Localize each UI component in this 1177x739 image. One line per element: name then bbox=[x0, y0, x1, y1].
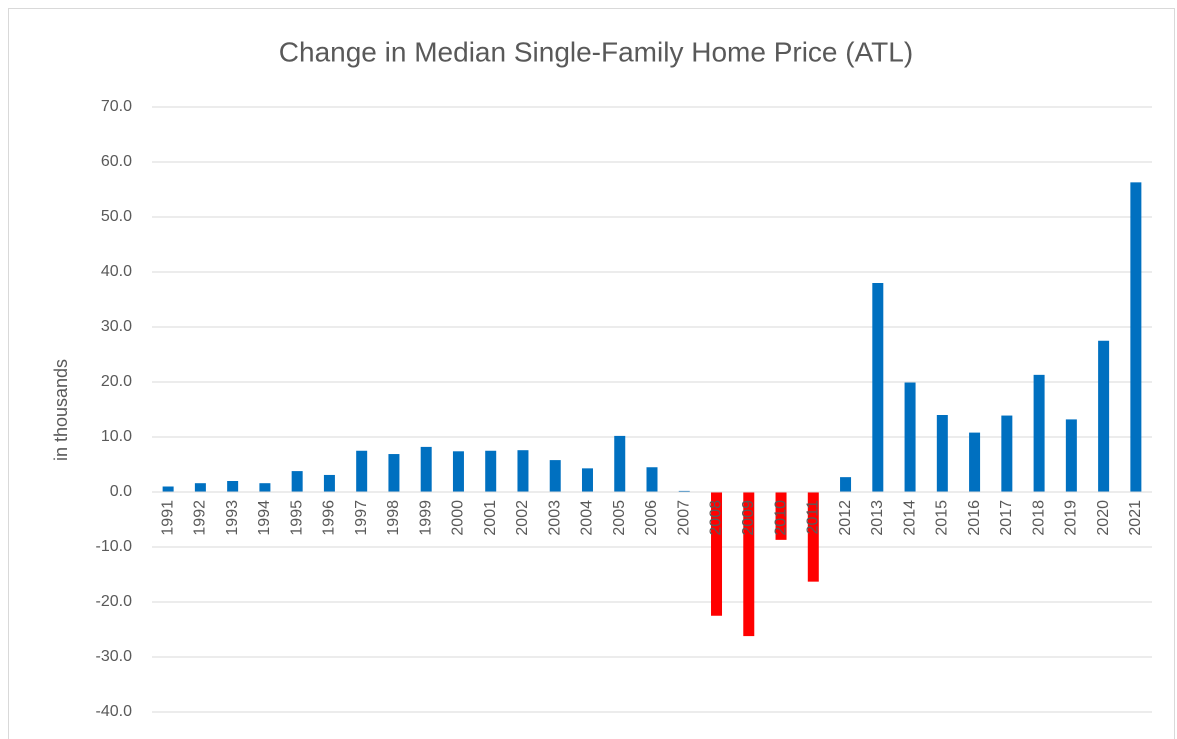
bar bbox=[969, 432, 981, 492]
bar bbox=[452, 451, 464, 492]
x-tick-label: 1998 bbox=[385, 500, 402, 536]
bar bbox=[517, 450, 529, 492]
y-tick-label: -30.0 bbox=[96, 648, 133, 665]
x-tick-label: 2016 bbox=[966, 500, 983, 536]
bar bbox=[743, 492, 755, 637]
chart-title: Change in Median Single-Family Home Pric… bbox=[279, 36, 913, 67]
x-tick-label: 2019 bbox=[1063, 500, 1080, 536]
x-tick-label: 2018 bbox=[1030, 500, 1047, 536]
y-tick-label: 70.0 bbox=[101, 98, 132, 115]
bar bbox=[1033, 374, 1045, 492]
y-axis-label: in thousands bbox=[51, 359, 71, 461]
bar bbox=[1130, 182, 1142, 492]
x-tick-label: 2013 bbox=[869, 500, 886, 536]
x-tick-label: 2006 bbox=[643, 500, 660, 536]
x-tick-label: 2005 bbox=[611, 500, 628, 536]
bar bbox=[549, 460, 561, 492]
x-tick-label: 1996 bbox=[321, 500, 338, 536]
bar bbox=[388, 454, 400, 492]
chart-border bbox=[8, 8, 1175, 739]
bar bbox=[485, 450, 497, 492]
bar bbox=[162, 486, 174, 492]
x-tick-label: 2020 bbox=[1095, 500, 1112, 536]
y-tick-label: -20.0 bbox=[96, 593, 133, 610]
bar bbox=[1065, 419, 1077, 492]
x-tick-label: 2000 bbox=[450, 500, 467, 536]
y-tick-label: -40.0 bbox=[96, 703, 133, 720]
bar bbox=[936, 415, 948, 492]
x-tick-label: 2002 bbox=[514, 500, 531, 536]
x-tick-label: 2007 bbox=[675, 500, 692, 536]
x-tick-label: 1999 bbox=[417, 500, 434, 536]
x-tick-label: 2014 bbox=[901, 500, 918, 536]
bar bbox=[840, 477, 852, 492]
y-tick-label: 50.0 bbox=[101, 208, 132, 225]
x-tick-label: 2011 bbox=[805, 500, 822, 535]
x-tick-label: 2012 bbox=[837, 500, 854, 536]
bar bbox=[807, 492, 819, 582]
bar bbox=[775, 492, 787, 540]
bar bbox=[711, 492, 723, 616]
x-tick-label: 2009 bbox=[740, 500, 757, 536]
y-tick-label: 20.0 bbox=[101, 373, 132, 390]
bar bbox=[646, 467, 658, 492]
y-tick-label: 10.0 bbox=[101, 428, 132, 445]
x-tick-label: 2015 bbox=[934, 500, 951, 536]
x-tick-label: 1994 bbox=[256, 500, 273, 536]
bar bbox=[581, 468, 593, 492]
bar bbox=[678, 490, 690, 492]
bar bbox=[614, 435, 626, 492]
x-tick-label: 2001 bbox=[482, 500, 499, 536]
bar bbox=[872, 283, 884, 492]
y-tick-label: -10.0 bbox=[96, 538, 133, 555]
x-tick-label: 1991 bbox=[159, 500, 176, 536]
bar bbox=[1098, 340, 1110, 492]
y-tick-label: 40.0 bbox=[101, 263, 132, 280]
x-tick-label: 2017 bbox=[998, 500, 1015, 536]
bar bbox=[194, 483, 206, 492]
x-tick-label: 1993 bbox=[224, 500, 241, 536]
bar bbox=[904, 382, 916, 492]
x-tick-label: 2004 bbox=[579, 500, 596, 536]
bar bbox=[291, 471, 303, 492]
y-tick-label: 30.0 bbox=[101, 318, 132, 335]
bar bbox=[1001, 415, 1013, 492]
x-tick-label: 2021 bbox=[1127, 500, 1144, 536]
x-tick-label: 1995 bbox=[288, 500, 305, 536]
x-tick-label: 2010 bbox=[772, 500, 789, 536]
x-tick-label: 2008 bbox=[708, 500, 725, 536]
bar bbox=[259, 483, 271, 492]
x-tick-label: 1992 bbox=[192, 500, 209, 536]
bar bbox=[420, 446, 432, 492]
bar bbox=[323, 474, 335, 492]
bar bbox=[227, 481, 239, 492]
y-tick-label: 0.0 bbox=[110, 483, 132, 500]
x-tick-label: 2003 bbox=[546, 500, 563, 536]
bar bbox=[356, 450, 368, 492]
x-tick-label: 1997 bbox=[353, 500, 370, 536]
y-tick-label: 60.0 bbox=[101, 153, 132, 170]
